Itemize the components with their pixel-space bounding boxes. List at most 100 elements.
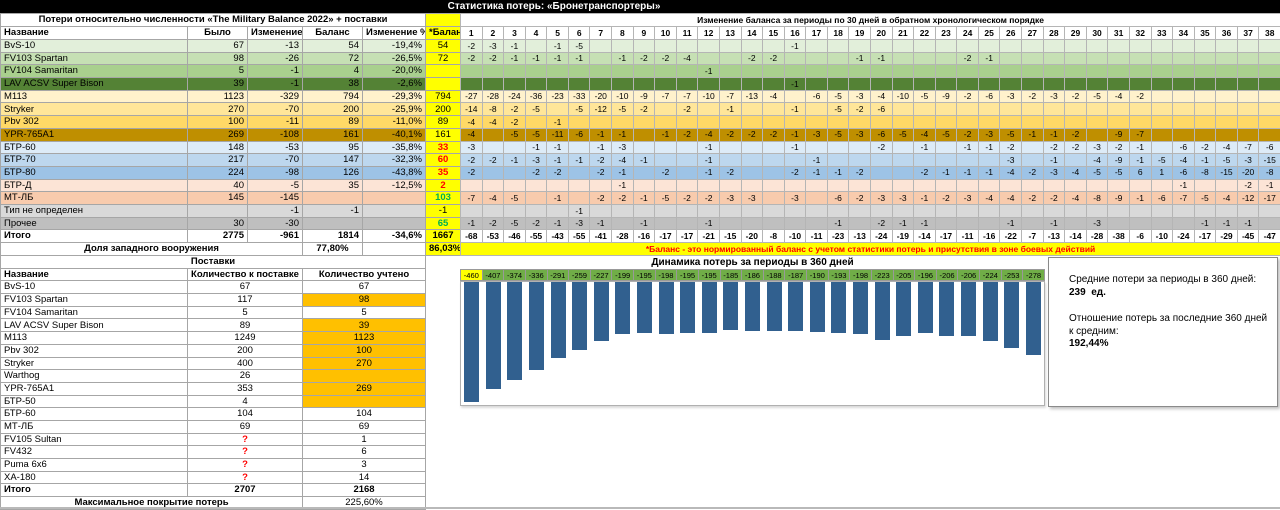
- grid-cell[interactable]: [1086, 103, 1108, 116]
- grid-cell[interactable]: -1: [849, 52, 871, 65]
- grid-cell[interactable]: [568, 179, 590, 192]
- grid-cell[interactable]: [1216, 40, 1238, 53]
- grid-cell[interactable]: [676, 40, 698, 53]
- grid-cell[interactable]: -3: [612, 141, 634, 154]
- grid-total-cell[interactable]: -23: [827, 230, 849, 243]
- grid-cell[interactable]: [827, 154, 849, 167]
- grid-cell[interactable]: [1259, 40, 1280, 53]
- grid-cell[interactable]: [914, 65, 936, 78]
- grid-cell[interactable]: -1: [547, 40, 569, 53]
- losses-change-pct-cell[interactable]: [363, 192, 426, 205]
- grid-cell[interactable]: [827, 179, 849, 192]
- grid-cell[interactable]: [676, 141, 698, 154]
- grid-cell[interactable]: [1086, 116, 1108, 129]
- grid-cell[interactable]: [655, 217, 677, 230]
- losses-balance-cell[interactable]: 147: [303, 154, 363, 167]
- grid-cell[interactable]: -1: [568, 154, 590, 167]
- grid-cell[interactable]: [698, 204, 720, 217]
- grid-cell[interactable]: -5: [827, 90, 849, 103]
- losses-change-pct-cell[interactable]: -25,9%: [363, 103, 426, 116]
- grid-cell[interactable]: [914, 52, 936, 65]
- normalized-balance-cell[interactable]: 89: [426, 116, 461, 129]
- grid-cell[interactable]: [504, 166, 526, 179]
- grid-cell[interactable]: -3: [1000, 154, 1022, 167]
- grid-cell[interactable]: -3: [892, 192, 914, 205]
- losses-name-cell[interactable]: Тип не определен: [1, 204, 188, 217]
- chart-bar-label[interactable]: -187: [785, 269, 807, 281]
- losses-change-cell[interactable]: -11: [248, 116, 303, 129]
- grid-cell[interactable]: [1022, 116, 1044, 129]
- grid-cell[interactable]: [957, 179, 979, 192]
- grid-cell[interactable]: [935, 217, 957, 230]
- grid-cell[interactable]: [1151, 217, 1173, 230]
- grid-cell[interactable]: [978, 65, 1000, 78]
- grid-cell[interactable]: [547, 179, 569, 192]
- grid-cell[interactable]: -1: [719, 103, 741, 116]
- grid-cell[interactable]: [763, 217, 785, 230]
- column-header[interactable]: Изменение: [248, 27, 303, 40]
- grid-cell[interactable]: [935, 103, 957, 116]
- grid-cell[interactable]: [935, 116, 957, 129]
- grid-cell[interactable]: [741, 116, 763, 129]
- losses-change-cell[interactable]: -5: [248, 179, 303, 192]
- grid-cell[interactable]: [1216, 78, 1238, 91]
- grid-cell[interactable]: [1108, 116, 1130, 129]
- grid-cell[interactable]: [741, 103, 763, 116]
- losses-total-name-cell[interactable]: Итого: [1, 230, 188, 243]
- grid-cell[interactable]: -9: [1108, 192, 1130, 205]
- losses-change-cell[interactable]: -70: [248, 154, 303, 167]
- grid-cell[interactable]: -10: [612, 90, 634, 103]
- grid-cell[interactable]: -2: [914, 166, 936, 179]
- grid-cell[interactable]: [763, 65, 785, 78]
- losses-change-cell[interactable]: -13: [248, 40, 303, 53]
- grid-cell[interactable]: -5: [1151, 154, 1173, 167]
- grid-cell[interactable]: -2: [849, 166, 871, 179]
- grid-cell[interactable]: -2: [957, 90, 979, 103]
- supplies-name-cell[interactable]: M113: [1, 332, 188, 345]
- periods-grid-title[interactable]: Изменение баланса за периоды по 30 дней …: [461, 14, 1280, 27]
- grid-cell[interactable]: -1: [525, 141, 547, 154]
- grid-cell[interactable]: -2: [612, 192, 634, 205]
- grid-cell[interactable]: [1151, 128, 1173, 141]
- grid-cell[interactable]: [763, 192, 785, 205]
- chart-bar-label[interactable]: -259: [569, 269, 591, 281]
- supplies-total-name-cell[interactable]: Итого: [1, 484, 188, 497]
- grid-cell[interactable]: [461, 65, 483, 78]
- grid-cell[interactable]: [1022, 65, 1044, 78]
- grid-cell[interactable]: -1: [547, 217, 569, 230]
- losses-name-cell[interactable]: M113: [1, 90, 188, 103]
- supplies-to-supply-cell[interactable]: 69: [188, 420, 303, 433]
- grid-cell[interactable]: [741, 65, 763, 78]
- grid-cell[interactable]: [676, 116, 698, 129]
- grid-cell[interactable]: [590, 204, 612, 217]
- grid-cell[interactable]: -2: [1000, 141, 1022, 154]
- grid-cell[interactable]: -1: [547, 141, 569, 154]
- normalized-balance-cell[interactable]: [426, 78, 461, 91]
- grid-cell[interactable]: [827, 52, 849, 65]
- grid-total-cell[interactable]: -8: [763, 230, 785, 243]
- grid-cell[interactable]: -1: [612, 52, 634, 65]
- grid-cell[interactable]: [1043, 103, 1065, 116]
- supplies-counted-cell[interactable]: 3: [303, 459, 426, 472]
- chart-bar-label[interactable]: -206: [958, 269, 980, 281]
- grid-cell[interactable]: -1: [633, 154, 655, 167]
- grid-cell[interactable]: -2: [676, 128, 698, 141]
- grid-cell[interactable]: -2: [461, 40, 483, 53]
- grid-cell[interactable]: [590, 65, 612, 78]
- grid-cell[interactable]: [806, 217, 828, 230]
- grid-cell[interactable]: -3: [525, 154, 547, 167]
- grid-cell[interactable]: [1022, 52, 1044, 65]
- grid-cell[interactable]: [784, 65, 806, 78]
- grid-cell[interactable]: [741, 179, 763, 192]
- grid-cell[interactable]: -1: [1043, 128, 1065, 141]
- losses-change-pct-cell[interactable]: -26,5%: [363, 52, 426, 65]
- chart-bar-label[interactable]: -224: [980, 269, 1002, 281]
- grid-cell[interactable]: -1: [892, 217, 914, 230]
- grid-cell[interactable]: [1237, 40, 1259, 53]
- grid-cell[interactable]: [1043, 179, 1065, 192]
- grid-cell[interactable]: [1237, 128, 1259, 141]
- grid-cell[interactable]: -2: [482, 217, 504, 230]
- grid-cell[interactable]: [935, 78, 957, 91]
- grid-cell[interactable]: [1086, 40, 1108, 53]
- normalized-balance-cell[interactable]: 794: [426, 90, 461, 103]
